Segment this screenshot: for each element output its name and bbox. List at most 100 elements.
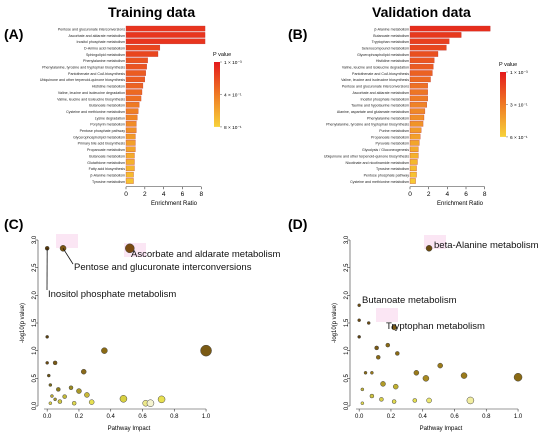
bar-label-14: Phenylalanine metabolism [367,116,409,120]
data-point-23 [412,398,418,403]
bar-label-24: Tyrosine metabolism [92,180,125,184]
data-point-12 [68,385,74,390]
bar-label-11: Valine, leucine and isoleucine biosynthe… [57,97,125,101]
data-point-25 [53,397,57,402]
data-point-18 [71,400,77,406]
data-point-22 [157,395,166,404]
data-point-9 [47,373,51,378]
bar-11 [409,95,428,102]
bar-label-5: Histidine metabolism [376,59,409,63]
bar-9 [125,83,144,89]
bar-label-23: Pentose phosphate pathway [364,173,410,177]
bar-21 [409,159,418,165]
data-point-5 [45,335,49,339]
data-point-19 [88,399,95,405]
bar-2 [409,38,450,45]
x-tick-label-2: 0.4 [107,414,116,420]
y-tick-label-6: 3.0 [32,235,38,244]
x-tick-label-3: 0.6 [450,414,459,420]
bar-label-20: Butanoate metabolism [89,154,125,158]
data-point-16 [370,371,374,375]
annotation-label-2: Tryptophan metabolism [386,321,485,332]
bar-5 [125,57,148,64]
legend-colorbar [500,72,506,137]
bar-label-4: Glycerophospholipid metabolism [357,53,409,57]
data-point-15 [62,394,67,399]
bar-18 [125,140,136,146]
bar-22 [125,165,135,172]
data-point-17 [380,381,386,387]
bar-6 [409,63,434,70]
bar-label-1: Butanoate metabolism [373,34,409,38]
data-point-6 [45,361,49,365]
bar-8 [125,76,145,83]
y-tick-label-1: 0.5 [344,374,350,383]
bar-3 [409,44,447,51]
data-point-8 [80,368,87,375]
y-tick-label-4: 2.0 [32,291,38,300]
data-point-16 [57,399,63,404]
data-point-8 [374,345,379,351]
bar-label-9: Histidine metabolism [92,85,125,89]
x-tick-label-0: 0 [408,191,412,198]
y-tick-label-3: 1.5 [344,318,350,327]
annotation-label-2: Inositol phosphate metabolism [48,289,176,300]
x-tick-label-4: 8 [483,191,487,198]
x-tick-label-1: 2 [427,191,431,198]
x-tick-label-1: 0.2 [387,414,396,420]
bar-19 [125,146,136,152]
data-point-9 [375,355,381,360]
data-point-2 [391,324,397,331]
legend-tick-label-2: 6 × 10⁻¹ [510,135,528,141]
data-point-22 [391,399,397,404]
x-axis-title: Pathway Impact [108,426,151,432]
bar-13 [409,108,426,114]
data-point-25 [466,396,475,405]
x-tick-label-4: 0.8 [482,414,491,420]
y-tick-label-5: 2.5 [32,263,38,272]
bar-label-17: Propanoate metabolism [371,135,409,139]
bar-24 [125,178,134,184]
bar-17 [125,133,136,140]
bar-10 [409,89,428,95]
bar-label-6: Valine, leucine and isoleucine degradati… [342,66,409,70]
bar-14 [125,114,138,121]
x-tick-label-2: 4 [446,191,450,198]
bar-20 [125,152,135,159]
data-point-13 [513,372,523,382]
bar-label-8: Valine, leucine and isoleucine biosynthe… [341,78,409,82]
bar-label-10: Valine, leucine and isoleucine degradati… [58,91,125,95]
bar-6 [125,63,147,70]
x-tick-label-3: 6 [181,191,185,198]
x-tick-label-1: 0.2 [75,414,84,420]
legend-tick-label-1: 4 × 10⁻¹ [224,92,242,98]
data-point-17 [48,401,53,405]
x-tick-label-1: 2 [143,191,147,198]
x-tick-label-3: 0.6 [138,414,147,420]
bar-11 [125,95,142,102]
bar-8 [409,76,431,83]
data-point-14 [50,394,54,398]
bar-12 [125,102,140,108]
bar-label-6: Phenylalanine, tyrosine and tryptophan b… [42,66,125,70]
y-tick-label-3: 1.5 [32,318,38,327]
bar-label-22: Tyrosine metabolism [376,167,409,171]
bar-4 [125,51,159,57]
bar-7 [409,70,433,76]
bar-label-18: Pyruvate metabolism [375,142,409,146]
x-tick-label-2: 4 [162,191,166,198]
bar-20 [409,152,419,159]
x-tick-label-4: 0.8 [170,414,179,420]
data-point-3 [200,344,212,357]
bar-21 [125,159,135,165]
bar-22 [409,165,417,172]
bar-label-0: β-Alanine metabolism [374,27,409,31]
bar-13 [125,108,139,114]
bar-23 [409,171,417,178]
legend-colorbar [214,62,220,127]
bar-1 [125,32,206,38]
bar-18 [409,140,420,146]
validation-data-title: Validation data [372,4,471,20]
y-axis-title: -log10(p value) [332,303,338,343]
bar-0 [125,25,206,32]
